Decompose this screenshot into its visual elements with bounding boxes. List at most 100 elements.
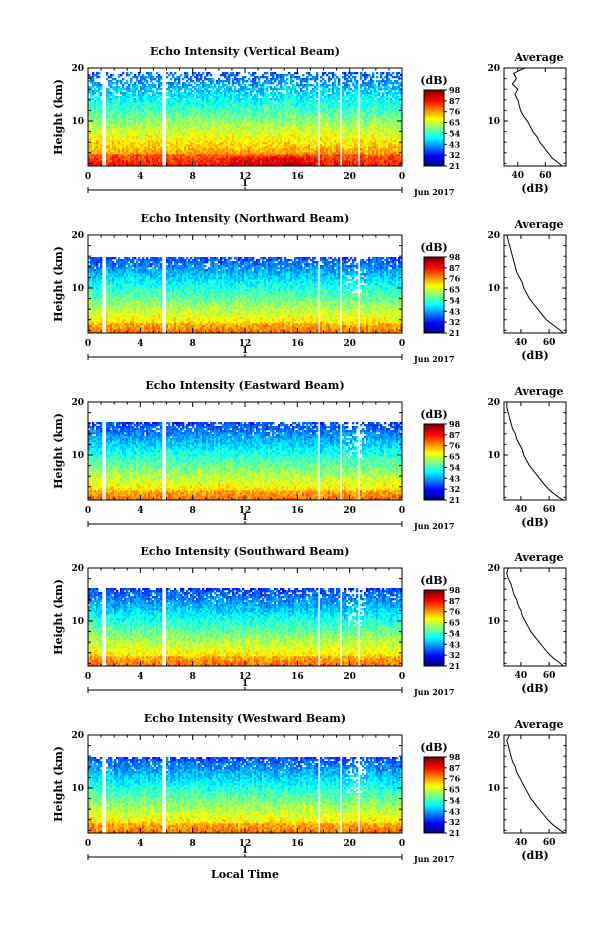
heatmap-cell	[106, 154, 108, 156]
heatmap-cell	[240, 132, 242, 134]
heatmap-cell	[258, 90, 260, 92]
heatmap-cell	[226, 134, 228, 136]
heatmap-cell	[242, 114, 244, 116]
heatmap-cell	[296, 96, 298, 98]
heatmap-cell	[262, 144, 264, 146]
heatmap-cell	[212, 96, 214, 98]
heatmap-cell	[266, 144, 268, 146]
heatmap-cell	[324, 148, 326, 150]
heatmap-cell	[236, 74, 238, 76]
heatmap-cell	[212, 154, 214, 156]
heatmap-cell	[274, 142, 276, 144]
heatmap-cell	[156, 114, 158, 116]
heatmap-cell	[96, 124, 98, 126]
heatmap-cell	[202, 154, 204, 156]
heatmap-cell	[110, 102, 112, 104]
heatmap-cell	[138, 120, 140, 122]
heatmap-cell	[200, 114, 202, 116]
heatmap-cell	[202, 134, 204, 136]
heatmap-cell	[280, 98, 282, 100]
heatmap-cell	[230, 88, 232, 90]
heatmap-cell	[304, 112, 306, 114]
heatmap-cell	[232, 118, 234, 120]
heatmap-cell	[108, 132, 110, 134]
heatmap-cell	[290, 154, 292, 156]
heatmap-cell	[196, 76, 198, 78]
heatmap-cell	[332, 144, 334, 146]
heatmap-cell	[190, 94, 192, 96]
heatmap-cell	[312, 152, 314, 154]
heatmap-cell	[304, 124, 306, 126]
heatmap-cell	[306, 84, 308, 86]
heatmap-cell	[92, 92, 94, 94]
heatmap-cell	[218, 102, 220, 104]
heatmap-cell	[142, 160, 144, 162]
heatmap-cell	[242, 78, 244, 80]
heatmap-cell	[296, 112, 298, 114]
heatmap-cell	[192, 120, 194, 122]
heatmap-cell	[250, 136, 252, 138]
heatmap-cell	[252, 136, 254, 138]
heatmap-cell	[218, 88, 220, 90]
heatmap-cell	[226, 80, 228, 82]
heatmap-cell	[276, 74, 278, 76]
heatmap-cell	[310, 90, 312, 92]
heatmap-cell	[276, 148, 278, 150]
heatmap-cell	[166, 132, 168, 134]
heatmap-cell	[176, 90, 178, 92]
heatmap-cell	[260, 88, 262, 90]
heatmap-cell	[306, 122, 308, 124]
heatmap-cell	[186, 116, 188, 118]
heatmap-cell	[300, 104, 302, 106]
heatmap-cell	[266, 100, 268, 102]
heatmap-cell	[158, 114, 160, 116]
heatmap-cell	[178, 78, 180, 80]
heatmap-cell	[130, 124, 132, 126]
heatmap-cell	[212, 126, 214, 128]
heatmap-cell	[210, 124, 212, 126]
heatmap-cell	[110, 148, 112, 150]
heatmap-cell	[202, 122, 204, 124]
heatmap-cell	[232, 124, 234, 126]
heatmap-cell	[278, 162, 280, 164]
heatmap-cell	[304, 146, 306, 148]
heatmap-cell	[212, 120, 214, 122]
heatmap-cell	[114, 138, 116, 140]
heatmap-cell	[234, 114, 236, 116]
heatmap-cell	[144, 150, 146, 152]
heatmap-cell	[282, 100, 284, 102]
heatmap-cell	[240, 94, 242, 96]
heatmap-cell	[98, 146, 100, 148]
heatmap-cell	[330, 162, 332, 164]
heatmap-cell	[128, 152, 130, 154]
heatmap-cell	[288, 138, 290, 140]
heatmap-cell	[278, 114, 280, 116]
heatmap-cell	[266, 98, 268, 100]
heatmap-cell	[94, 92, 96, 94]
heatmap-cell	[182, 86, 184, 88]
heatmap-cell	[290, 152, 292, 154]
heatmap-cell	[140, 110, 142, 112]
heatmap-cell	[200, 94, 202, 96]
heatmap-cell	[114, 152, 116, 154]
heatmap-cell	[170, 140, 172, 142]
heatmap-cell	[190, 142, 192, 144]
heatmap-cell	[204, 134, 206, 136]
heatmap-cell	[106, 140, 108, 142]
heatmap-cell	[228, 112, 230, 114]
heatmap-cell	[298, 132, 300, 134]
heatmap-cell	[144, 162, 146, 164]
heatmap-cell	[210, 140, 212, 142]
heatmap-cell	[320, 160, 322, 162]
heatmap-cell	[250, 118, 252, 120]
heatmap-cell	[220, 102, 222, 104]
heatmap-cell	[312, 124, 314, 126]
heatmap-cell	[176, 86, 178, 88]
heatmap-cell	[144, 78, 146, 80]
heatmap-cell	[214, 104, 216, 106]
heatmap-cell	[320, 134, 322, 136]
heatmap-cell	[332, 102, 334, 104]
heatmap-cell	[218, 114, 220, 116]
heatmap-cell	[212, 148, 214, 150]
heatmap-cell	[224, 112, 226, 114]
